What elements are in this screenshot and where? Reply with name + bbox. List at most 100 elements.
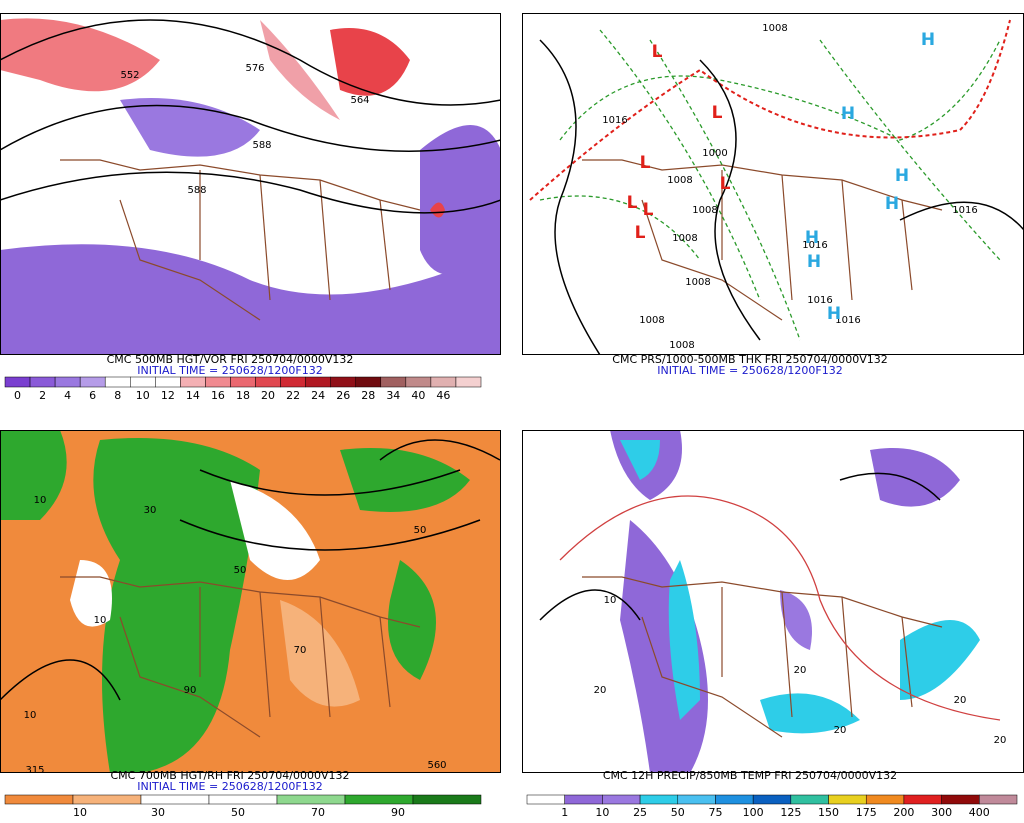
legend-swatch xyxy=(79,376,106,388)
legend-swatch xyxy=(602,794,641,805)
shaded-area xyxy=(340,448,470,512)
legend-label: 22 xyxy=(286,389,300,402)
state-border xyxy=(582,576,943,628)
legend-swatch xyxy=(72,794,142,805)
shaded-area xyxy=(93,438,260,773)
state-border xyxy=(60,159,421,211)
state-border xyxy=(319,179,331,301)
map-label: 20 xyxy=(794,665,807,676)
legend-label: 24 xyxy=(311,389,325,402)
legend-label: 26 xyxy=(336,389,350,402)
legend-swatch xyxy=(280,376,306,388)
map-label: L xyxy=(643,200,654,220)
legend-swatch xyxy=(140,794,210,805)
map-label: 50 xyxy=(414,525,427,536)
state-border xyxy=(119,616,261,738)
contour xyxy=(0,171,501,214)
legend-label: 200 xyxy=(893,806,914,819)
legend-label: 34 xyxy=(386,389,400,402)
legend-swatch xyxy=(752,794,792,805)
shaded-area xyxy=(870,448,960,507)
panel-title: CMC 12H PRECIP/850MB TEMP FRI 250704/000… xyxy=(603,769,897,782)
legend-swatch xyxy=(865,794,905,805)
legend-swatch xyxy=(205,376,231,388)
thickness-line xyxy=(819,39,1001,261)
legend-swatch xyxy=(412,794,482,805)
map-label: 576 xyxy=(245,63,264,74)
legend-swatch xyxy=(330,376,356,388)
state-border xyxy=(379,616,391,708)
legend-swatch xyxy=(526,794,565,805)
legend-label: 0 xyxy=(14,389,21,402)
contour xyxy=(179,519,481,551)
legend-label: 18 xyxy=(236,389,250,402)
thickness-line xyxy=(599,29,761,301)
contour xyxy=(0,19,501,106)
map-label: 20 xyxy=(834,725,847,736)
state-border xyxy=(781,591,793,718)
legend-swatch xyxy=(430,376,457,388)
legend-label: 4 xyxy=(64,389,71,402)
map-panel: 10 20 20 20 20 20 xyxy=(522,430,1024,773)
legend-swatch xyxy=(276,794,346,805)
map-label: 1016 xyxy=(602,115,627,126)
panel-title: CMC 500MB HGT/VOR FRI 250704/0000V132 xyxy=(107,353,354,366)
shaded-area xyxy=(760,693,860,734)
legend-label: 16 xyxy=(211,389,225,402)
map-label: 1008 xyxy=(669,340,694,351)
legend-swatch xyxy=(155,376,181,388)
map-label: 1016 xyxy=(952,205,977,216)
temp-line xyxy=(559,495,1001,721)
map-label: 1016 xyxy=(802,240,827,251)
state-border xyxy=(259,591,271,718)
legend-label: 400 xyxy=(969,806,990,819)
map-label: 1008 xyxy=(667,175,692,186)
legend-label: 150 xyxy=(818,806,839,819)
map-label: 560 xyxy=(427,760,446,771)
legend-label: 14 xyxy=(186,389,200,402)
map-label: L xyxy=(712,103,723,123)
contour xyxy=(539,589,641,621)
map-panel: 552 576 564 588 588 xyxy=(0,13,501,355)
legend-swatch xyxy=(305,376,331,388)
legend-label: 20 xyxy=(261,389,275,402)
thickness-line xyxy=(649,39,801,341)
thickness-line xyxy=(529,19,1011,201)
legend-swatch xyxy=(180,376,206,388)
map-label: L xyxy=(652,42,663,62)
legend-swatch xyxy=(380,376,407,388)
legend-swatch xyxy=(405,376,432,388)
legend-swatch xyxy=(828,794,867,805)
shaded-area xyxy=(420,125,501,275)
state-border xyxy=(901,616,913,708)
legend-label: 12 xyxy=(161,389,175,402)
contour xyxy=(0,659,121,701)
map-panel: 10 10 30 50 50 90 70 315 10 560 xyxy=(0,430,501,773)
map-label: 10 xyxy=(604,595,617,606)
legend-label: 10 xyxy=(136,389,150,402)
state-border xyxy=(841,596,853,718)
map-label: 588 xyxy=(187,185,206,196)
map-label: L xyxy=(635,223,646,243)
map-label: H xyxy=(885,194,899,214)
map-label: 588 xyxy=(252,140,271,151)
contour xyxy=(0,104,501,152)
shaded-area xyxy=(0,244,501,355)
shaded-area xyxy=(260,20,340,120)
legend-label: 1 xyxy=(561,806,568,819)
contour xyxy=(539,39,601,355)
legend-swatch xyxy=(715,794,754,805)
legend-swatch xyxy=(344,794,414,805)
map-frame xyxy=(0,13,501,355)
legend-label: 50 xyxy=(671,806,685,819)
panel-title: CMC PRS/1000-500MB THK FRI 250704/0000V1… xyxy=(612,353,887,366)
legend-swatch xyxy=(4,376,31,388)
state-border xyxy=(582,159,943,211)
legend-label: 8 xyxy=(114,389,121,402)
map-label: 1008 xyxy=(639,315,664,326)
initial-time: INITIAL TIME = 250628/1200F132 xyxy=(137,780,322,793)
state-border xyxy=(379,199,391,291)
legend-swatch xyxy=(903,794,942,805)
thickness-line xyxy=(539,195,701,261)
